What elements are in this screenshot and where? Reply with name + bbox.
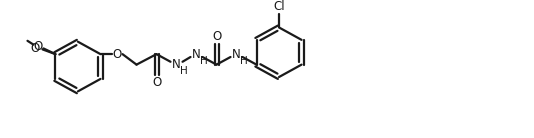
Text: Cl: Cl: [273, 0, 285, 13]
Text: O: O: [31, 42, 40, 55]
Text: O: O: [34, 40, 43, 53]
Text: H: H: [200, 56, 207, 66]
Text: O: O: [112, 48, 121, 61]
Text: O: O: [152, 76, 161, 89]
Text: H: H: [240, 56, 247, 66]
Text: N: N: [192, 48, 201, 61]
Text: N: N: [232, 48, 241, 61]
Text: N: N: [172, 58, 181, 71]
Text: H: H: [179, 66, 187, 76]
Text: O: O: [212, 30, 221, 43]
